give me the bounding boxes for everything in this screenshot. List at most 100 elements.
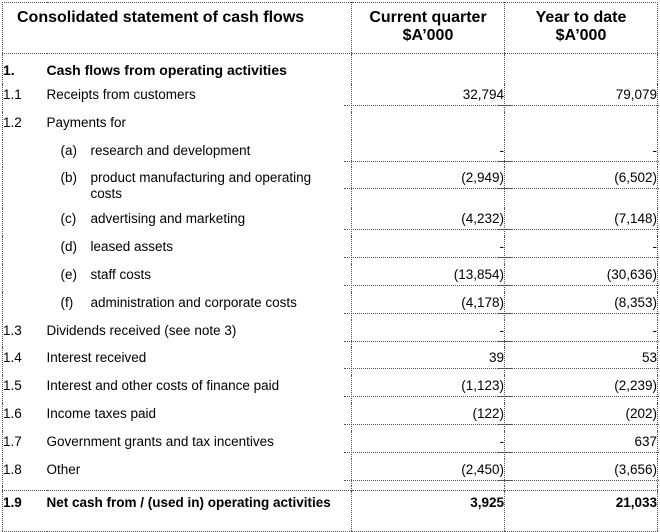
total-year-to-date: 21,033 bbox=[504, 490, 658, 532]
row-sub-letter: (e) bbox=[60, 266, 78, 282]
year-to-date-label: Year to date bbox=[535, 9, 627, 26]
row-year-to-date: - bbox=[497, 319, 660, 348]
row-label: Other bbox=[46, 461, 81, 477]
row-value: (4,232) bbox=[344, 211, 512, 231]
row-current-quarter: (1,123) bbox=[344, 375, 512, 403]
row-value: (1,123) bbox=[344, 378, 512, 398]
row-year-to-date: (6,502) bbox=[497, 167, 660, 209]
row-current-quarter: - bbox=[344, 319, 512, 348]
row-year-to-date: (3,656) bbox=[497, 458, 660, 487]
current-quarter-header: Current quarter $A’000 bbox=[351, 2, 505, 54]
row-year-to-date: (7,148) bbox=[497, 208, 660, 237]
total-current-quarter: 3,925 bbox=[351, 490, 505, 532]
table-row: 1.8 Other (2,450) (3,656) bbox=[3, 458, 660, 487]
section-number: 1. bbox=[3, 62, 15, 78]
table-row: 1.1 Receipts from customers 32,794 79,079 bbox=[3, 84, 660, 112]
table-row: 1.4 Interest received 39 53 bbox=[3, 347, 660, 376]
table-row: 1.2 Payments for bbox=[3, 111, 658, 140]
row-label: Receipts from customers bbox=[46, 87, 196, 102]
row-value: (2,450) bbox=[344, 462, 512, 481]
row-label: advertising and marketing bbox=[90, 211, 246, 227]
row-value: (7,148) bbox=[497, 211, 660, 231]
row-label: product manufacturing and operating cost… bbox=[90, 170, 312, 202]
row-number bbox=[3, 208, 47, 236]
row-year-to-date: (2,239) bbox=[497, 375, 660, 403]
row-value: 79,079 bbox=[497, 87, 660, 106]
row-value: (30,636) bbox=[497, 267, 660, 286]
row-sub-item: (f) administration and corporate costs bbox=[47, 292, 352, 320]
total-label: Net cash from / (used in) operating acti… bbox=[46, 490, 352, 532]
row-value: (122) bbox=[344, 406, 512, 425]
row-label: administration and corporate costs bbox=[90, 294, 297, 310]
row-sub-letter: (f) bbox=[60, 294, 74, 310]
row-value: (202) bbox=[497, 406, 660, 425]
row-value: 32,794 bbox=[344, 87, 512, 106]
row-year-to-date: - bbox=[497, 139, 660, 168]
row-current-quarter: - bbox=[344, 430, 512, 459]
row-number: 1.7 bbox=[3, 433, 22, 449]
row-value: - bbox=[344, 239, 512, 259]
row-number: 1.5 bbox=[3, 378, 22, 394]
row-label: Government grants and tax incentives bbox=[46, 433, 274, 449]
row-current-quarter: - bbox=[344, 236, 512, 264]
year-to-date-unit: $A’000 bbox=[555, 27, 607, 44]
row-value: (3,656) bbox=[497, 462, 660, 481]
row-sub-item: (e) staff costs bbox=[47, 264, 352, 292]
row-sub-item: (b) product manufacturing and operating c… bbox=[47, 167, 352, 208]
row-value: (8,353) bbox=[497, 295, 660, 314]
row-number: 1.2 bbox=[3, 114, 22, 130]
row-sub-letter: (a) bbox=[60, 142, 78, 158]
row-year-to-date: - bbox=[497, 236, 660, 264]
rows-body: 1.1 Receipts from customers 32,794 79,079 1.… bbox=[3, 84, 660, 487]
row-value: (13,854) bbox=[344, 267, 512, 286]
total-number: 1.9 bbox=[2, 490, 47, 532]
row-sub-item: (a) research and development bbox=[47, 140, 352, 168]
row-value: - bbox=[497, 239, 660, 259]
row-year-to-date: 637 bbox=[497, 430, 660, 459]
row-year-to-date: (30,636) bbox=[497, 263, 660, 292]
row-label: Interest and other costs of finance paid bbox=[46, 378, 280, 394]
row-number: 1.6 bbox=[3, 405, 22, 421]
row-current-quarter: (2,450) bbox=[344, 458, 512, 487]
row-number: 1.3 bbox=[3, 322, 22, 338]
row-current-quarter: (4,232) bbox=[344, 208, 512, 237]
row-number bbox=[3, 236, 47, 264]
row-current-quarter: 32,794 bbox=[344, 84, 512, 112]
row-year-to-date: 53 bbox=[497, 347, 660, 376]
section-cq-cell bbox=[351, 53, 505, 84]
current-quarter-label: Current quarter bbox=[369, 9, 487, 26]
section-ytd-cell bbox=[504, 53, 658, 84]
table-row: (e) staff costs (13,854) (30,636) bbox=[3, 263, 660, 292]
table-row: 1.7 Government grants and tax incentives -… bbox=[3, 430, 660, 459]
table-row: (c) advertising and marketing (4,232) (7,14… bbox=[3, 208, 660, 237]
row-value: (2,239) bbox=[497, 378, 660, 398]
row-value: - bbox=[497, 323, 660, 342]
table-row: 1.3 Dividends received (see note 3) - - bbox=[3, 319, 660, 348]
row-sub-letter: (d) bbox=[60, 239, 78, 255]
table-row: (b) product manufacturing and operating c… bbox=[3, 167, 660, 209]
row-label: Dividends received (see note 3) bbox=[46, 322, 237, 338]
section-row: 1. Cash flows from operating activities bbox=[3, 53, 658, 84]
table-row: 1.6 Income taxes paid (122) (202) bbox=[3, 402, 660, 431]
row-current-quarter bbox=[351, 111, 505, 140]
row-value: (2,949) bbox=[344, 170, 512, 190]
row-current-quarter: - bbox=[344, 139, 512, 168]
row-number: 1.4 bbox=[3, 350, 22, 366]
table-header-row: Consolidated statement of cash flows Cur… bbox=[2, 2, 658, 54]
row-value: (4,178) bbox=[344, 295, 512, 314]
row-number bbox=[3, 264, 47, 292]
row-year-to-date: (8,353) bbox=[497, 291, 660, 320]
row-value: - bbox=[344, 434, 512, 453]
row-sub-letter: (c) bbox=[60, 211, 77, 227]
table-row: (d) leased assets - - bbox=[3, 236, 660, 264]
statement-title: Consolidated statement of cash flows bbox=[2, 2, 352, 54]
row-year-to-date bbox=[504, 111, 658, 140]
row-current-quarter: (4,178) bbox=[344, 291, 512, 320]
current-quarter-unit: $A’000 bbox=[402, 27, 454, 44]
row-label: staff costs bbox=[90, 266, 152, 282]
table-row: (f) administration and corporate costs (4,… bbox=[3, 291, 660, 320]
row-current-quarter: (2,949) bbox=[344, 167, 512, 209]
row-number: 1.8 bbox=[3, 461, 22, 477]
row-value: 39 bbox=[344, 350, 512, 370]
row-value: - bbox=[344, 323, 512, 342]
